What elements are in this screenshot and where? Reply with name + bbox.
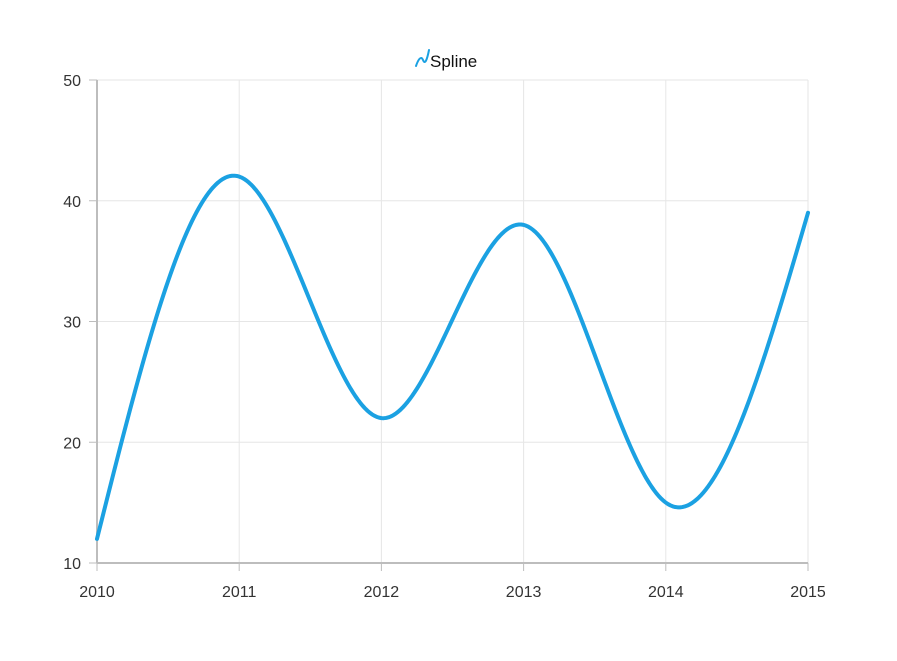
- y-tick-label: 20: [63, 435, 81, 452]
- spline-series-icon: [415, 49, 430, 67]
- y-tick-label: 50: [63, 73, 81, 90]
- x-tick-label: 2010: [79, 584, 115, 601]
- y-tick-label: 40: [63, 194, 81, 211]
- x-tick-label: 2012: [364, 584, 400, 601]
- x-tick-label: 2011: [222, 584, 257, 601]
- legend[interactable]: Spline: [415, 49, 477, 71]
- y-tick-label: 30: [63, 315, 81, 332]
- x-tick-label: 2015: [790, 584, 826, 601]
- series-layer: [95, 173, 810, 541]
- y-tick-label: 10: [63, 556, 81, 573]
- x-tick-label: 2013: [506, 584, 542, 601]
- axes: 10 20 30 40 50 2010 2011 2012 2013 2014 2015: [63, 73, 826, 601]
- spline-series-line[interactable]: [95, 173, 810, 541]
- grid-lines: [97, 79, 809, 563]
- x-tick-label: 2014: [648, 584, 684, 601]
- legend-label: Spline: [430, 52, 477, 71]
